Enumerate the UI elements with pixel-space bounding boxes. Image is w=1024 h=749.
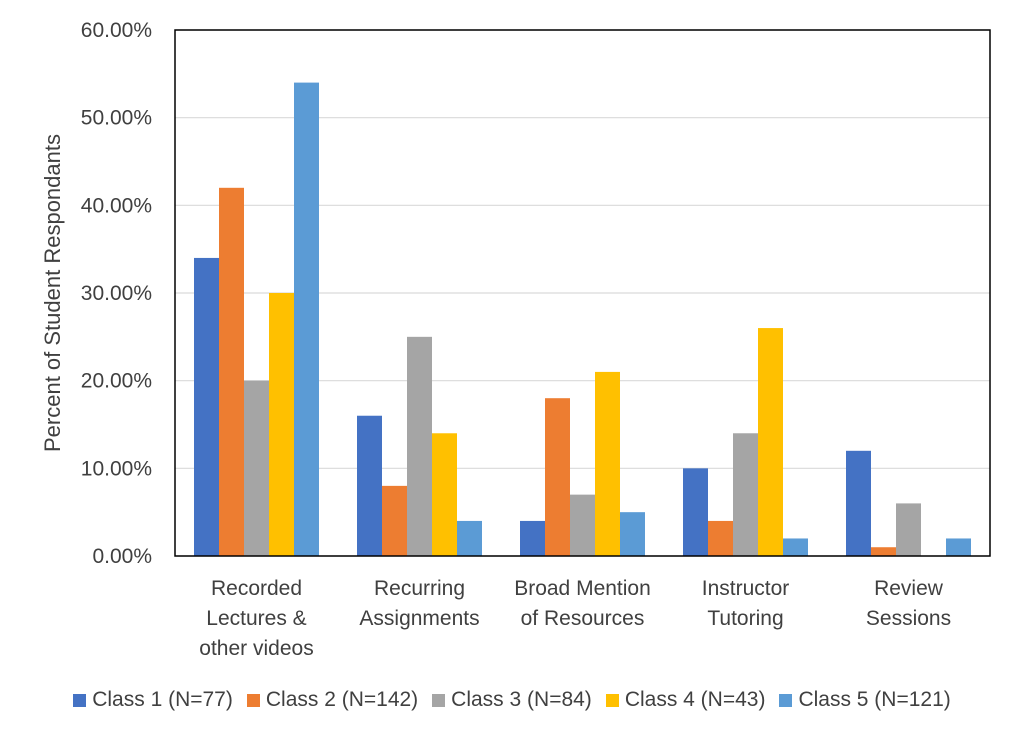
legend-label: Class 4 (N=43) — [624, 688, 766, 711]
bar-class2-cat2 — [382, 485, 407, 556]
legend-item-class5: Class 5 (N=121) — [779, 688, 951, 712]
bar-class2-cat4 — [708, 520, 733, 556]
y-tick-label: 50.00% — [81, 107, 152, 130]
legend-swatch — [246, 693, 260, 707]
bar-class2-cat5 — [871, 547, 896, 556]
bar-class1-cat1 — [194, 257, 219, 556]
bar-class4-cat4 — [758, 328, 783, 556]
x-axis-category-labels: Recorded Lectures & other videos Recurring A… — [199, 577, 951, 660]
bars — [194, 82, 971, 557]
y-tick-label: 30.00% — [81, 282, 152, 305]
legend-item-class4: Class 4 (N=43) — [605, 688, 766, 712]
bar-class4-cat2 — [432, 433, 457, 556]
legend-item-class1: Class 1 (N=77) — [73, 688, 233, 712]
y-tick-label: 60.00% — [81, 19, 152, 42]
legend-swatch — [779, 693, 793, 707]
bar-chart: 0.00% 10.00% 20.00% 30.00% 40.00% 50.00% 60.00… — [40, 19, 991, 660]
y-axis-title: Percent of Student Respondants — [40, 134, 65, 452]
bar-class4-cat3 — [595, 371, 620, 556]
bar-class1-cat5 — [846, 450, 871, 556]
legend-label: Class 2 (N=142) — [265, 688, 419, 711]
bar-class2-cat3 — [545, 398, 570, 556]
bar-class1-cat2 — [357, 415, 382, 556]
y-tick-label: 10.00% — [81, 457, 152, 480]
x-category-label: Recorded Lectures & other videos — [199, 577, 313, 660]
bar-class1-cat3 — [520, 520, 545, 556]
bar-class5-cat5 — [946, 538, 971, 556]
plot-frame — [174, 29, 991, 557]
legend-label: Class 3 (N=84) — [451, 688, 592, 711]
bar-class3-cat1 — [244, 380, 269, 556]
legend-swatch — [605, 693, 619, 707]
bar-class4-cat1 — [269, 293, 294, 556]
bar-class5-cat2 — [457, 520, 482, 556]
y-tick-label: 20.00% — [81, 370, 152, 393]
legend-swatch — [432, 693, 446, 707]
bar-class5-cat1 — [294, 82, 319, 556]
bar-class3-cat4 — [733, 433, 758, 556]
bar-class1-cat4 — [683, 468, 708, 556]
y-tick-label: 40.00% — [81, 194, 152, 217]
bar-class2-cat1 — [219, 187, 244, 557]
legend-item-class2: Class 2 (N=142) — [246, 688, 419, 712]
legend-item-class3: Class 3 (N=84) — [432, 688, 592, 712]
legend-label: Class 5 (N=121) — [798, 688, 951, 711]
x-category-label: Review Sessions — [866, 577, 951, 630]
bar-class3-cat2 — [407, 336, 432, 556]
y-tick-label: 0.00% — [92, 545, 152, 568]
legend-label: Class 1 (N=77) — [92, 688, 233, 711]
bar-class3-cat5 — [896, 503, 921, 556]
bar-class3-cat3 — [570, 494, 595, 556]
legend: Class 1 (N=77) Class 2 (N=142) Class 3 (N=… — [0, 688, 1024, 712]
bar-class5-cat4 — [783, 538, 808, 556]
x-category-label: Recurring Assignments — [359, 577, 479, 630]
x-category-label: Instructor Tutoring — [702, 577, 790, 630]
y-axis-tick-labels: 0.00% 10.00% 20.00% 30.00% 40.00% 50.00% 60.00… — [81, 19, 152, 568]
x-category-label: Broad Mention of Resources — [514, 577, 651, 630]
bar-class5-cat3 — [620, 512, 645, 556]
legend-swatch — [73, 693, 87, 707]
